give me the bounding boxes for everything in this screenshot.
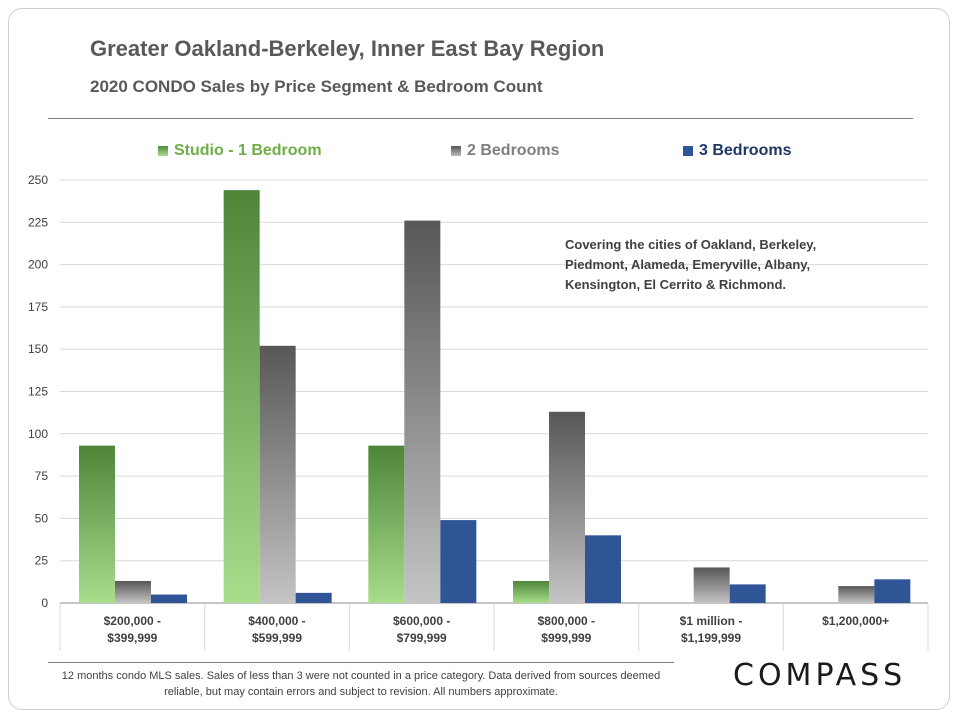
bar-studio-3 (513, 581, 549, 603)
bar-2br-3 (549, 411, 585, 603)
x-category-label: $399,999 (107, 631, 157, 645)
y-tick-label: 225 (28, 215, 48, 229)
y-tick-label: 150 (28, 342, 48, 356)
y-tick-label: 0 (41, 596, 48, 610)
x-category-label: $800,000 - (538, 614, 595, 628)
bar-2br-2 (404, 220, 441, 603)
legend-label-2br: 2 Bedrooms (467, 142, 560, 159)
legend-swatch-studio (158, 146, 168, 156)
y-tick-label: 50 (35, 511, 49, 525)
bar-2br-5 (838, 586, 875, 603)
y-tick-label: 100 (28, 427, 48, 441)
bar-3br-4 (729, 584, 766, 603)
legend-swatch-2br (451, 146, 461, 156)
y-tick-label: 250 (28, 173, 48, 187)
y-tick-label: 75 (35, 469, 49, 483)
y-tick-label: 25 (35, 554, 49, 568)
chart-subtitle: 2020 CONDO Sales by Price Segment & Bedr… (90, 77, 543, 96)
x-category-label: $999,999 (541, 631, 591, 645)
bar-3br-1 (295, 592, 332, 603)
bar-studio-1 (223, 190, 260, 604)
legend-swatch-3br (683, 146, 693, 156)
compass-logo: COMPASS (733, 658, 907, 693)
legend-label-3br: 3 Bedrooms (699, 142, 792, 159)
bar-2br-4 (693, 567, 730, 603)
x-category-label: $599,999 (252, 631, 302, 645)
footnote: 12 months condo MLS sales. Sales of less… (61, 670, 661, 698)
legend-label-studio: Studio - 1 Bedroom (174, 142, 322, 159)
footnote-divider (48, 662, 674, 663)
bar-2br-1 (259, 345, 296, 603)
title-divider (48, 118, 913, 119)
bar-3br-2 (440, 520, 477, 603)
legend-item-3br: 3 Bedrooms (683, 142, 791, 160)
bar-2br-0 (115, 581, 151, 603)
x-category-label: $1,200,000+ (822, 614, 889, 628)
y-tick-label: 175 (28, 300, 48, 314)
bar-3br-5 (874, 579, 911, 603)
y-tick-label: 200 (28, 258, 48, 272)
bar-studio-0 (79, 445, 115, 603)
chart-title: Greater Oakland-Berkeley, Inner East Bay… (90, 36, 605, 61)
x-category-label: $1,199,999 (681, 631, 741, 645)
x-category-label: $600,000 - (393, 614, 450, 628)
legend-item-studio: Studio - 1 Bedroom (158, 142, 322, 160)
bar-3br-3 (585, 535, 621, 603)
x-category-label: $200,000 - (104, 614, 161, 628)
legend-item-2br: 2 Bedrooms (451, 142, 559, 160)
bar-3br-0 (151, 594, 187, 603)
x-category-label: $1 million - (680, 614, 743, 628)
bar-studio-2 (368, 445, 405, 603)
coverage-note: Covering the cities of Oakland, Berkeley… (565, 237, 817, 292)
slide-frame (8, 8, 950, 710)
x-category-label: $400,000 - (248, 614, 305, 628)
y-tick-label: 125 (28, 385, 48, 399)
x-category-label: $799,999 (397, 631, 447, 645)
